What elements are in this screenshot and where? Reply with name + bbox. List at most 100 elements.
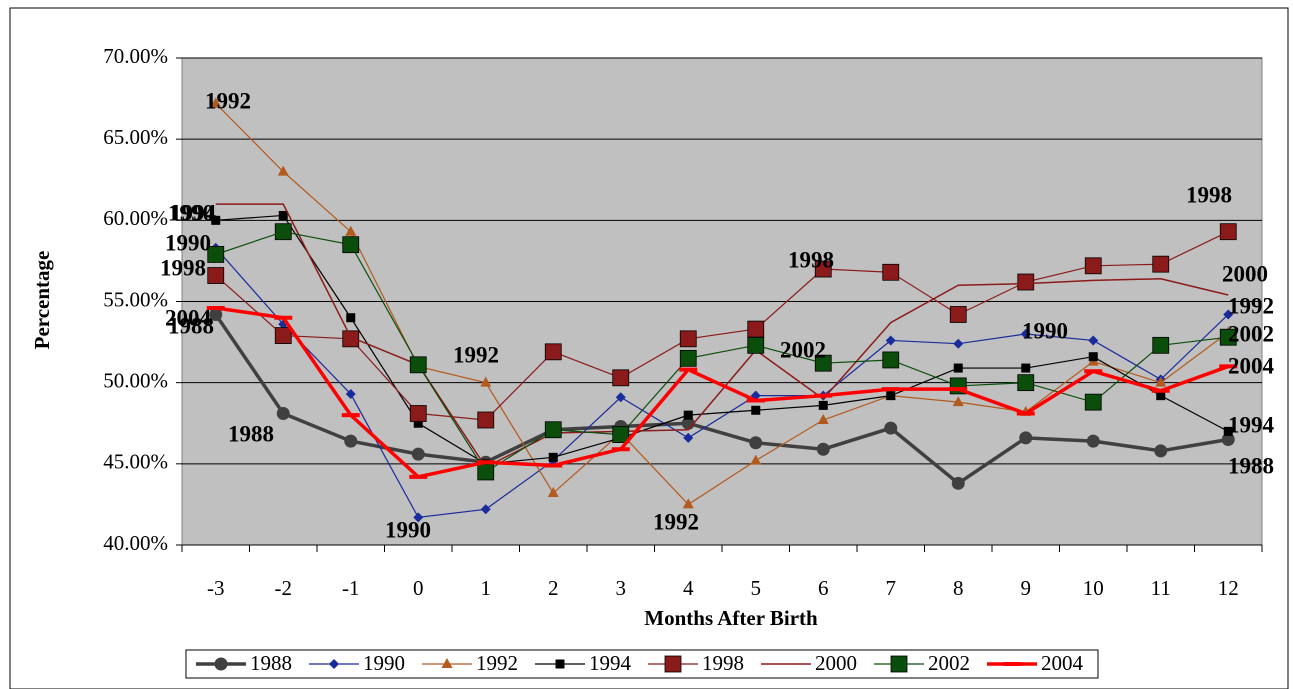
annotation: 1998: [788, 247, 834, 272]
series-line: [215, 247, 1229, 519]
series-line: [215, 231, 1229, 421]
marker: [1223, 426, 1233, 436]
marker: [817, 414, 829, 425]
annotation: 2000: [1222, 261, 1268, 286]
marker: [1154, 444, 1168, 458]
y-tick-label: 40.00%: [103, 531, 168, 555]
marker: [1084, 257, 1102, 275]
legend-label: 1992: [476, 651, 518, 675]
x-tick-label: 0: [413, 576, 424, 600]
marker: [480, 376, 492, 387]
marker: [882, 263, 900, 281]
marker: [615, 392, 626, 403]
x-tick-label: 4: [683, 576, 694, 600]
x-tick-label: 11: [1151, 576, 1171, 600]
x-tick-label: 2: [548, 576, 559, 600]
annotation: 1990: [1022, 318, 1068, 343]
marker: [1017, 273, 1035, 291]
marker: [1223, 309, 1234, 320]
series-line: [215, 214, 1229, 465]
legend-label: 1990: [363, 651, 405, 675]
marker: [814, 354, 832, 372]
marker: [210, 97, 222, 108]
x-tick-label: 6: [818, 576, 829, 600]
marker: [409, 405, 427, 422]
marker: [1088, 352, 1098, 362]
marker: [683, 410, 693, 420]
marker: [1017, 374, 1035, 392]
marker: [274, 327, 292, 344]
y-tick-label: 45.00%: [103, 450, 168, 474]
legend-label: 1998: [702, 651, 744, 675]
marker: [612, 369, 630, 387]
x-tick-label: 10: [1083, 576, 1104, 600]
marker: [214, 657, 228, 671]
annotation: 1992: [653, 509, 699, 534]
x-tick-label: -2: [275, 576, 293, 600]
annotation: 1990: [168, 200, 214, 225]
marker: [882, 351, 900, 369]
marker: [751, 405, 761, 415]
marker: [818, 400, 828, 410]
y-tick-label: 65.00%: [103, 125, 168, 149]
marker: [884, 421, 898, 435]
y-tick-label: 60.00%: [103, 206, 168, 230]
marker: [1088, 335, 1099, 346]
x-tick-label: 7: [886, 576, 897, 600]
x-tick-label: 5: [751, 576, 762, 600]
x-tick-label: 9: [1021, 576, 1032, 600]
annotation: 1990: [385, 517, 431, 542]
marker: [277, 165, 289, 176]
annotation: 2002: [1228, 321, 1274, 346]
marker: [477, 411, 495, 429]
marker: [477, 463, 495, 481]
x-tick-label: -1: [342, 576, 360, 600]
x-tick-label: 8: [953, 576, 964, 600]
series-line: [215, 203, 1229, 469]
marker: [1152, 255, 1170, 273]
y-axis-label: Percentage: [30, 251, 54, 350]
marker: [814, 260, 832, 278]
marker: [329, 659, 339, 669]
marker: [409, 356, 427, 374]
marker: [749, 436, 763, 450]
marker: [548, 452, 558, 462]
x-tick-label: -3: [207, 576, 225, 600]
marker: [555, 659, 565, 669]
marker: [1084, 393, 1102, 411]
legend-label: 1994: [589, 651, 632, 675]
marker: [345, 389, 356, 400]
marker: [276, 407, 290, 421]
marker: [1155, 376, 1167, 387]
marker: [1221, 432, 1235, 446]
marker: [1152, 336, 1170, 354]
marker: [612, 426, 630, 444]
legend-label: 2004: [1041, 651, 1084, 675]
marker: [345, 225, 357, 236]
annotation: 1988: [168, 313, 214, 338]
annotation: 2004: [165, 305, 212, 330]
marker: [207, 267, 225, 284]
marker: [953, 338, 964, 349]
marker: [816, 442, 830, 456]
marker: [413, 418, 423, 428]
marker: [664, 655, 682, 673]
annotation: 1992: [205, 88, 251, 113]
marker: [679, 349, 697, 367]
marker: [342, 330, 360, 348]
annotation: 1992: [1228, 293, 1274, 318]
marker: [411, 447, 425, 461]
annotation: 1994: [1228, 412, 1275, 437]
series-line: [215, 306, 1229, 479]
marker: [1020, 328, 1031, 339]
marker: [1156, 391, 1166, 401]
marker: [951, 476, 965, 490]
marker: [682, 498, 694, 509]
legend-label: 2002: [928, 651, 970, 675]
annotation: 1988: [1228, 453, 1274, 478]
marker: [750, 454, 762, 465]
marker: [342, 236, 360, 254]
marker: [413, 512, 424, 523]
series-line: [215, 103, 1229, 506]
